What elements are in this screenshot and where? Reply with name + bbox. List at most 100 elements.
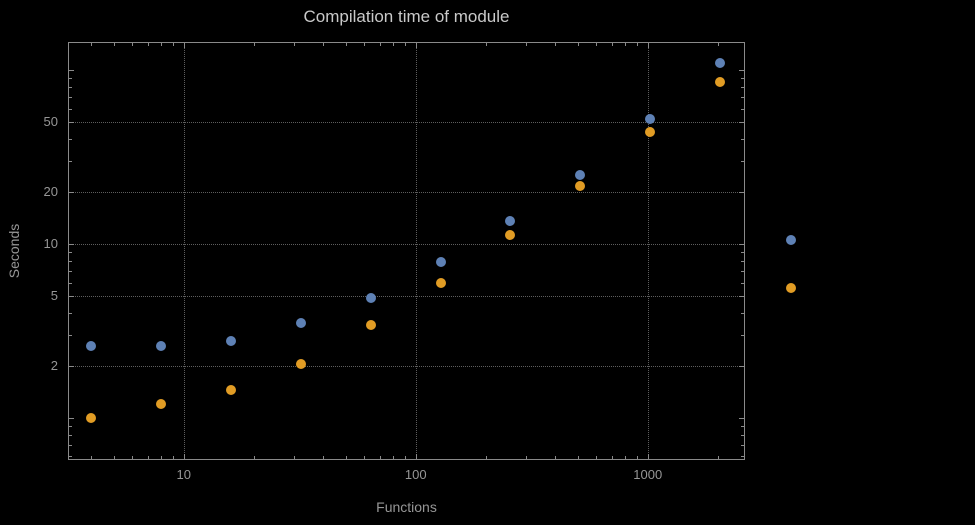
y-tick-mark — [69, 160, 72, 162]
y-tick-mark — [741, 77, 744, 79]
x-tick-mark — [393, 456, 395, 459]
x-gridline — [183, 43, 185, 459]
y-tick-mark — [739, 417, 744, 419]
x-tick-mark — [173, 456, 175, 459]
chart-title: Compilation time of module — [303, 7, 510, 26]
y-tick-mark — [741, 96, 744, 98]
y-tick-mark — [741, 108, 744, 110]
data-point-series-1 — [435, 256, 446, 267]
y-gridline — [69, 191, 744, 193]
x-tick-mark — [393, 43, 395, 46]
x-gridline — [647, 43, 649, 459]
data-point-series-2 — [435, 277, 446, 288]
x-tick-mark — [294, 456, 296, 459]
x-tick-mark — [161, 43, 163, 46]
y-tick-label: 20 — [43, 183, 58, 199]
y-tick-mark — [741, 282, 744, 284]
data-point-series-1 — [226, 336, 237, 347]
y-tick-mark — [741, 270, 744, 272]
y-tick-mark — [741, 313, 744, 315]
x-tick-mark — [415, 454, 417, 459]
x-tick-mark — [379, 43, 381, 46]
x-tick-mark — [132, 43, 134, 46]
data-point-series-2 — [714, 77, 725, 88]
x-tick-label: 1000 — [633, 467, 663, 482]
x-tick-mark — [91, 456, 93, 459]
data-point-series-1 — [575, 169, 586, 180]
x-tick-mark — [717, 456, 719, 459]
data-point-series-2 — [86, 412, 97, 423]
y-gridline — [69, 243, 744, 245]
data-point-series-2 — [295, 358, 306, 369]
x-axis-label: Functions — [376, 499, 437, 515]
y-tick-mark — [741, 160, 744, 162]
y-tick-label: 10 — [43, 235, 58, 251]
y-tick-mark — [741, 334, 744, 336]
x-tick-mark — [526, 456, 528, 459]
x-tick-mark — [577, 456, 579, 459]
data-point-series-2 — [645, 127, 656, 138]
data-point-series-2 — [156, 399, 167, 410]
x-tick-mark — [253, 456, 255, 459]
y-tick-mark — [69, 251, 72, 253]
x-tick-mark — [161, 456, 163, 459]
y-tick-mark — [69, 365, 74, 367]
y-tick-mark — [69, 456, 72, 458]
y-tick-label: 5 — [50, 288, 58, 304]
y-tick-mark — [741, 425, 744, 427]
x-tick-mark — [596, 456, 598, 459]
data-point-series-1 — [365, 292, 376, 303]
x-tick-mark — [345, 456, 347, 459]
y-tick-mark — [69, 417, 74, 419]
x-tick-mark — [637, 43, 639, 46]
x-tick-mark — [485, 456, 487, 459]
x-tick-mark — [147, 456, 149, 459]
x-gridline — [415, 43, 417, 459]
y-tick-mark — [741, 251, 744, 253]
x-tick-mark — [611, 456, 613, 459]
y-tick-mark — [739, 243, 744, 245]
x-tick-mark — [147, 43, 149, 46]
y-tick-mark — [69, 296, 74, 298]
data-point-series-1 — [645, 114, 656, 125]
data-point-series-1 — [156, 340, 167, 351]
x-tick-mark — [526, 43, 528, 46]
x-tick-label: 100 — [404, 467, 427, 482]
data-point-series-2 — [226, 384, 237, 395]
x-tick-mark — [253, 43, 255, 46]
y-tick-mark — [741, 260, 744, 262]
y-tick-mark — [741, 456, 744, 458]
y-tick-mark — [739, 191, 744, 193]
x-tick-mark — [647, 454, 649, 459]
y-gridline — [69, 365, 744, 367]
x-tick-mark — [625, 43, 627, 46]
x-tick-mark — [183, 43, 185, 48]
y-tick-mark — [69, 77, 72, 79]
x-tick-mark — [717, 43, 719, 46]
x-tick-mark — [91, 43, 93, 46]
x-tick-mark — [415, 43, 417, 48]
x-tick-mark — [485, 43, 487, 46]
y-tick-mark — [739, 365, 744, 367]
data-point-series-1 — [714, 57, 725, 68]
x-tick-mark — [611, 43, 613, 46]
legend-marker-series-1 — [786, 235, 796, 245]
y-tick-mark — [739, 70, 744, 72]
data-point-series-2 — [505, 230, 516, 241]
y-tick-mark — [69, 270, 72, 272]
x-tick-mark — [113, 456, 115, 459]
x-tick-mark — [113, 43, 115, 46]
y-gridline — [69, 296, 744, 298]
y-tick-mark — [69, 260, 72, 262]
y-axis-label: Seconds — [6, 223, 22, 279]
x-tick-mark — [625, 456, 627, 459]
data-point-series-1 — [505, 216, 516, 227]
x-tick-mark — [323, 456, 325, 459]
y-tick-mark — [741, 444, 744, 446]
y-gridline — [69, 122, 744, 124]
x-tick-mark — [364, 43, 366, 46]
x-tick-mark — [323, 43, 325, 46]
plot-area — [68, 42, 745, 460]
y-tick-mark — [739, 122, 744, 124]
x-tick-mark — [132, 456, 134, 459]
